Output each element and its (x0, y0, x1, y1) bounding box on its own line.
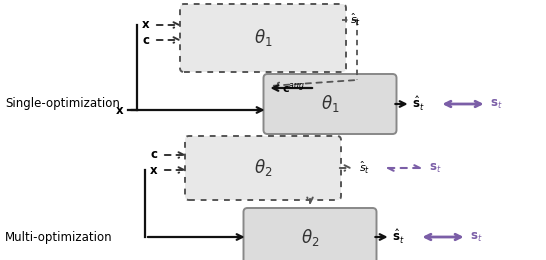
FancyBboxPatch shape (180, 4, 346, 72)
FancyBboxPatch shape (185, 136, 341, 200)
Text: $\theta_2$: $\theta_2$ (301, 226, 319, 248)
Text: $\hat{s}_t$: $\hat{s}_t$ (350, 12, 361, 28)
Text: $\mathbf{s}_t$: $\mathbf{s}_t$ (490, 98, 503, 110)
Text: $\mathbf{x}$: $\mathbf{x}$ (140, 18, 150, 31)
Text: $\theta_1$: $\theta_1$ (254, 28, 272, 49)
Text: $\mathbf{c}$: $\mathbf{c}$ (142, 34, 150, 47)
Text: Single-optimization: Single-optimization (5, 98, 120, 110)
Text: $\mathbf{x}$: $\mathbf{x}$ (115, 103, 124, 116)
Text: $\theta_2$: $\theta_2$ (254, 158, 272, 179)
Text: Multi-optimization: Multi-optimization (5, 231, 112, 244)
Text: $\hat{s}_t$: $\hat{s}_t$ (359, 160, 370, 176)
Text: $\mathbf{s}_t$: $\mathbf{s}_t$ (429, 161, 442, 174)
Text: $\mathbf{s}_t$: $\mathbf{s}_t$ (471, 230, 483, 244)
Text: $\theta_1$: $\theta_1$ (321, 94, 339, 114)
FancyBboxPatch shape (264, 74, 396, 134)
Text: $\hat{\mathbf{s}}_t$: $\hat{\mathbf{s}}_t$ (412, 95, 425, 113)
Text: $\mathbf{x}$: $\mathbf{x}$ (149, 164, 158, 177)
Text: $\mathbf{c}$: $\mathbf{c}$ (150, 148, 158, 161)
Text: $\mathbf{c}^{aug}$: $\mathbf{c}^{aug}$ (282, 81, 305, 95)
FancyBboxPatch shape (244, 208, 377, 260)
Text: $\hat{\mathbf{s}}_t$: $\hat{\mathbf{s}}_t$ (393, 228, 405, 246)
